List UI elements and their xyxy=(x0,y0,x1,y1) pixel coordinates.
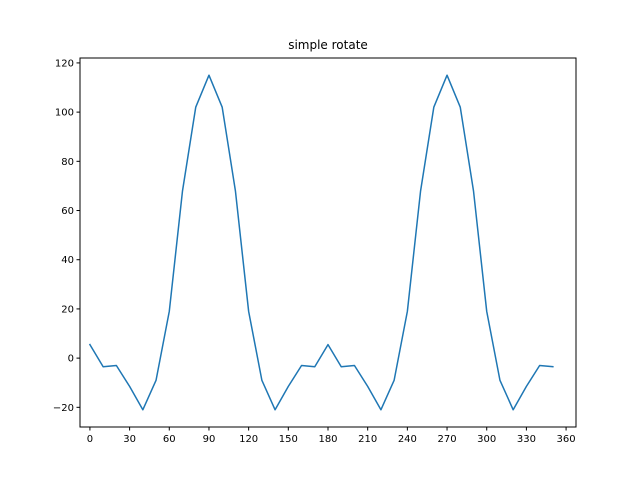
y-tick-label: 100 xyxy=(55,108,74,119)
x-tick-label: 60 xyxy=(163,434,176,445)
x-tick-label: 240 xyxy=(398,434,417,445)
y-tick-label: 120 xyxy=(55,58,74,69)
y-tick-label: 20 xyxy=(61,304,74,315)
chart-title: simple rotate xyxy=(288,38,368,52)
x-tick-label: 360 xyxy=(557,434,576,445)
x-tick-label: 120 xyxy=(239,434,258,445)
x-tick-label: 90 xyxy=(203,434,216,445)
x-tick-label: 180 xyxy=(318,434,337,445)
plot-area xyxy=(88,74,554,411)
y-axis: −20 0 20 40 60 80 100 120 xyxy=(53,58,80,414)
x-tick-label: 330 xyxy=(517,434,536,445)
y-tick-label: −20 xyxy=(53,403,74,414)
y-tick-label: 60 xyxy=(61,206,74,217)
x-tick-label: 210 xyxy=(358,434,377,445)
x-tick-label: 0 xyxy=(87,434,93,445)
x-axis: 0 30 60 90 120 150 180 210 240 270 300 330 360 xyxy=(87,427,576,445)
x-tick-label: 150 xyxy=(279,434,298,445)
y-tick-label: 0 xyxy=(68,354,74,365)
x-tick-label: 30 xyxy=(123,434,136,445)
y-tick-label: 40 xyxy=(61,255,74,266)
series-line xyxy=(88,74,554,411)
x-tick-label: 270 xyxy=(437,434,456,445)
x-tick-label: 300 xyxy=(477,434,496,445)
y-tick-label: 80 xyxy=(61,157,74,168)
